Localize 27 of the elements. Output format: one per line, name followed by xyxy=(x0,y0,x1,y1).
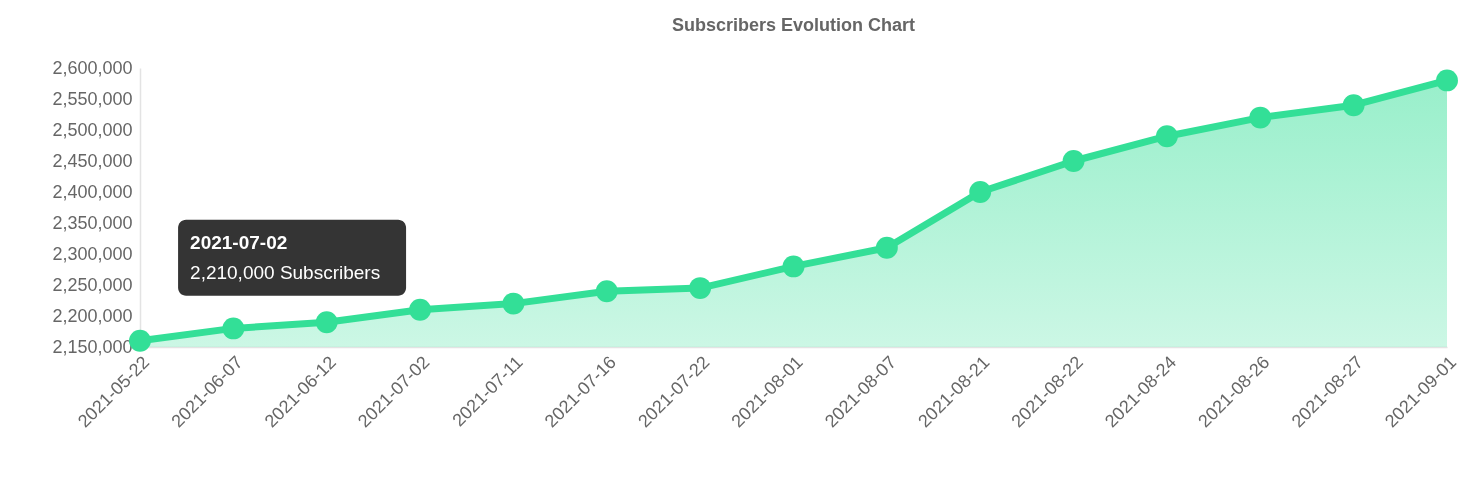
point xyxy=(782,255,805,278)
point xyxy=(689,277,712,300)
point xyxy=(222,317,245,340)
annotation: 2,210,000 Subscribers xyxy=(190,261,381,283)
point xyxy=(502,292,525,315)
chart-title: Subscribers Evolution Chart xyxy=(671,15,916,35)
y-tick-label: 2,400,000 xyxy=(52,181,133,202)
y-tick-label: 2,500,000 xyxy=(52,119,133,140)
y-tick-label: 2,250,000 xyxy=(52,274,133,295)
y-tick-label: 2,150,000 xyxy=(52,336,133,357)
y-tick-label: 2,350,000 xyxy=(52,212,133,233)
point xyxy=(1155,125,1178,148)
point xyxy=(1249,106,1272,129)
y-tick-label: 2,300,000 xyxy=(52,243,133,264)
point xyxy=(315,311,338,334)
annotation: 2021-07-02 xyxy=(190,231,288,253)
y-tick-label: 2,550,000 xyxy=(52,88,133,109)
y-tick-label: 2,450,000 xyxy=(52,150,133,171)
y-tick-label: 2,600,000 xyxy=(52,57,133,78)
point xyxy=(595,280,618,303)
point xyxy=(1436,69,1458,92)
point xyxy=(1342,94,1365,117)
y-tick-label: 2,200,000 xyxy=(52,305,133,326)
point xyxy=(969,181,992,203)
point xyxy=(875,236,898,259)
point xyxy=(1062,150,1085,172)
point xyxy=(409,298,432,321)
